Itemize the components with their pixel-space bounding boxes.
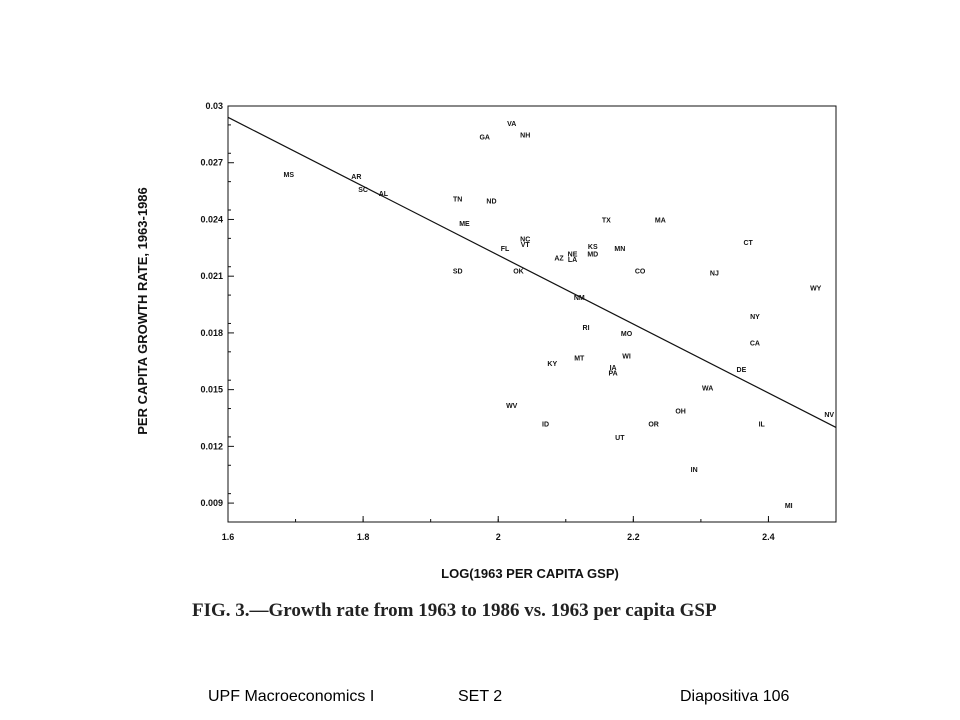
data-point-nm: NM bbox=[574, 295, 585, 302]
data-point-ga: GA bbox=[479, 134, 490, 141]
data-point-la: LA bbox=[568, 257, 577, 264]
data-point-wv: WV bbox=[506, 403, 518, 410]
data-point-mo: MO bbox=[621, 331, 633, 338]
data-point-co: CO bbox=[635, 269, 646, 276]
data-point-tx: TX bbox=[602, 217, 611, 224]
regression-line-group bbox=[227, 116, 837, 428]
x-tick-label: 2.4 bbox=[762, 532, 775, 542]
data-point-me: ME bbox=[459, 221, 470, 228]
data-point-id: ID bbox=[542, 422, 549, 429]
data-point-ms: MS bbox=[284, 172, 295, 179]
data-point-sc: SC bbox=[358, 187, 368, 194]
data-point-fl: FL bbox=[501, 246, 510, 253]
x-tick-label: 2.2 bbox=[627, 532, 640, 542]
y-tick-label: 0.027 bbox=[200, 158, 223, 168]
data-point-ca: CA bbox=[750, 340, 760, 347]
y-axis-title: PER CAPITA GROWTH RATE, 1963-1986 bbox=[135, 187, 150, 435]
data-point-pa: PA bbox=[608, 371, 617, 378]
data-point-ky: KY bbox=[547, 361, 557, 368]
y-tick-label: 0.024 bbox=[200, 214, 223, 224]
plot-frame bbox=[227, 105, 837, 523]
footer-set: SET 2 bbox=[458, 688, 503, 705]
data-point-sd: SD bbox=[453, 269, 463, 276]
data-point-wy: WY bbox=[810, 286, 822, 293]
data-point-ct: CT bbox=[744, 240, 754, 247]
data-point-ar: AR bbox=[351, 174, 361, 181]
y-tick-label: 0.018 bbox=[200, 328, 223, 338]
data-point-ok: OK bbox=[513, 269, 524, 276]
data-point-ne: NE bbox=[568, 251, 578, 258]
data-point-mt: MT bbox=[574, 355, 585, 362]
regression-line bbox=[227, 116, 837, 428]
data-point-tn: TN bbox=[453, 197, 462, 204]
data-point-nj: NJ bbox=[710, 270, 719, 277]
data-point-ks: KS bbox=[588, 244, 598, 251]
scatter-chart: 0.0090.0120.0150.0180.0210.0240.0270.03 … bbox=[135, 101, 837, 581]
data-point-ri: RI bbox=[583, 325, 590, 332]
y-tick-label: 0.009 bbox=[200, 498, 223, 508]
data-point-il: IL bbox=[759, 422, 766, 429]
data-point-vt: VT bbox=[521, 242, 531, 249]
figure-caption: FIG. 3.—Growth rate from 1963 to 1986 vs… bbox=[192, 600, 717, 621]
data-point-mi: MI bbox=[785, 503, 793, 510]
data-point-in: IN bbox=[691, 467, 698, 474]
y-tick-label: 0.03 bbox=[205, 101, 223, 111]
footer-course: UPF Macroeconomics I bbox=[208, 688, 375, 705]
data-point-nd: ND bbox=[486, 199, 496, 206]
data-point-ia: IA bbox=[610, 365, 617, 372]
data-point-mn: MN bbox=[614, 246, 625, 253]
y-tick-label: 0.012 bbox=[200, 441, 223, 451]
data-point-nc: NC bbox=[520, 236, 530, 243]
data-point-va: VA bbox=[507, 121, 516, 128]
data-point-nv: NV bbox=[824, 412, 834, 419]
x-tick-label: 1.8 bbox=[357, 532, 370, 542]
data-point-nh: NH bbox=[520, 132, 530, 139]
footer-slide-number: Diapositiva 106 bbox=[680, 688, 790, 705]
y-axis-ticks: 0.009 0.012 0.015 0.018 0.021 0.024 0.027 0.03 bbox=[200, 101, 234, 523]
data-point-wa: WA bbox=[702, 386, 713, 393]
data-point-oh: OH bbox=[675, 408, 686, 415]
data-point-az: AZ bbox=[554, 255, 564, 262]
x-axis-ticks: 1.6 1.8 2 2.2 2.4 bbox=[222, 516, 837, 542]
slide-footer: UPF Macroeconomics I SET 2 Diapositiva 1… bbox=[0, 684, 960, 714]
y-tick-label: 0.021 bbox=[200, 271, 223, 281]
data-point-wi: WI bbox=[622, 354, 631, 361]
data-point-or: OR bbox=[648, 422, 659, 429]
data-point-de: DE bbox=[737, 367, 747, 374]
data-point-ma: MA bbox=[655, 217, 666, 224]
x-tick-label: 1.6 bbox=[222, 532, 235, 542]
data-point-ut: UT bbox=[615, 435, 625, 442]
x-tick-label: 2 bbox=[496, 532, 501, 542]
x-axis-title: LOG(1963 PER CAPITA GSP) bbox=[441, 566, 619, 581]
data-point-al: AL bbox=[379, 191, 389, 198]
y-tick-label: 0.015 bbox=[200, 385, 223, 395]
data-point-md: MD bbox=[587, 251, 598, 258]
data-point-ny: NY bbox=[750, 314, 760, 321]
